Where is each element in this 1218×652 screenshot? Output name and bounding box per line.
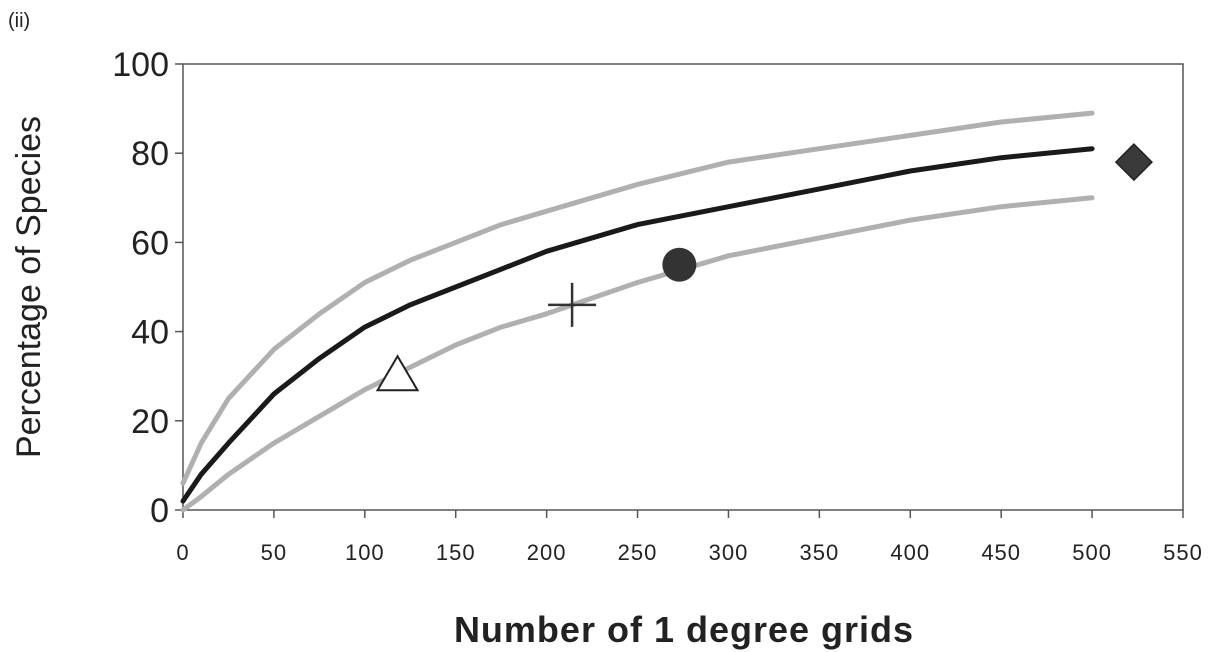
y-tick-label: 40 <box>131 314 169 352</box>
series-line-1 <box>180 110 1095 486</box>
y-tick-label: 60 <box>131 224 169 262</box>
series-layer <box>180 110 1095 513</box>
y-tick-label: 80 <box>131 135 169 173</box>
series-line-2 <box>180 146 1095 504</box>
y-axis-label: Percentage of Species <box>10 116 48 458</box>
marker-layer <box>375 143 1153 392</box>
triangle-marker <box>375 354 420 392</box>
y-tick-label: 100 <box>112 46 169 84</box>
x-axis-label: Number of 1 degree grids <box>454 609 914 650</box>
x-tick-label: 500 <box>1072 540 1112 565</box>
x-tick-label: 200 <box>527 540 567 565</box>
cross-marker <box>548 282 597 327</box>
x-tick-label: 300 <box>709 540 749 565</box>
x-tick-label: 450 <box>981 540 1021 565</box>
chart-axes: 0 20 40 60 80 100 0 50 100 150 200 250 300 350 400 450 5… <box>112 46 1203 565</box>
x-tick-label: 0 <box>176 540 189 565</box>
x-tick-label: 150 <box>436 540 476 565</box>
y-tick-label: 0 <box>150 492 169 530</box>
x-tick-label: 350 <box>800 540 840 565</box>
diamond-marker <box>1114 143 1153 182</box>
y-tick-label: 20 <box>131 403 169 441</box>
x-tick-label: 550 <box>1163 540 1203 565</box>
circle-marker <box>662 247 697 282</box>
series-line-3 <box>180 195 1095 513</box>
plot-frame <box>182 63 1184 511</box>
x-tick-label: 250 <box>618 540 658 565</box>
x-tick-label: 400 <box>890 540 930 565</box>
panel-label: (ii) <box>8 10 31 32</box>
x-tick-label: 50 <box>261 540 287 565</box>
x-tick-label: 100 <box>345 540 385 565</box>
